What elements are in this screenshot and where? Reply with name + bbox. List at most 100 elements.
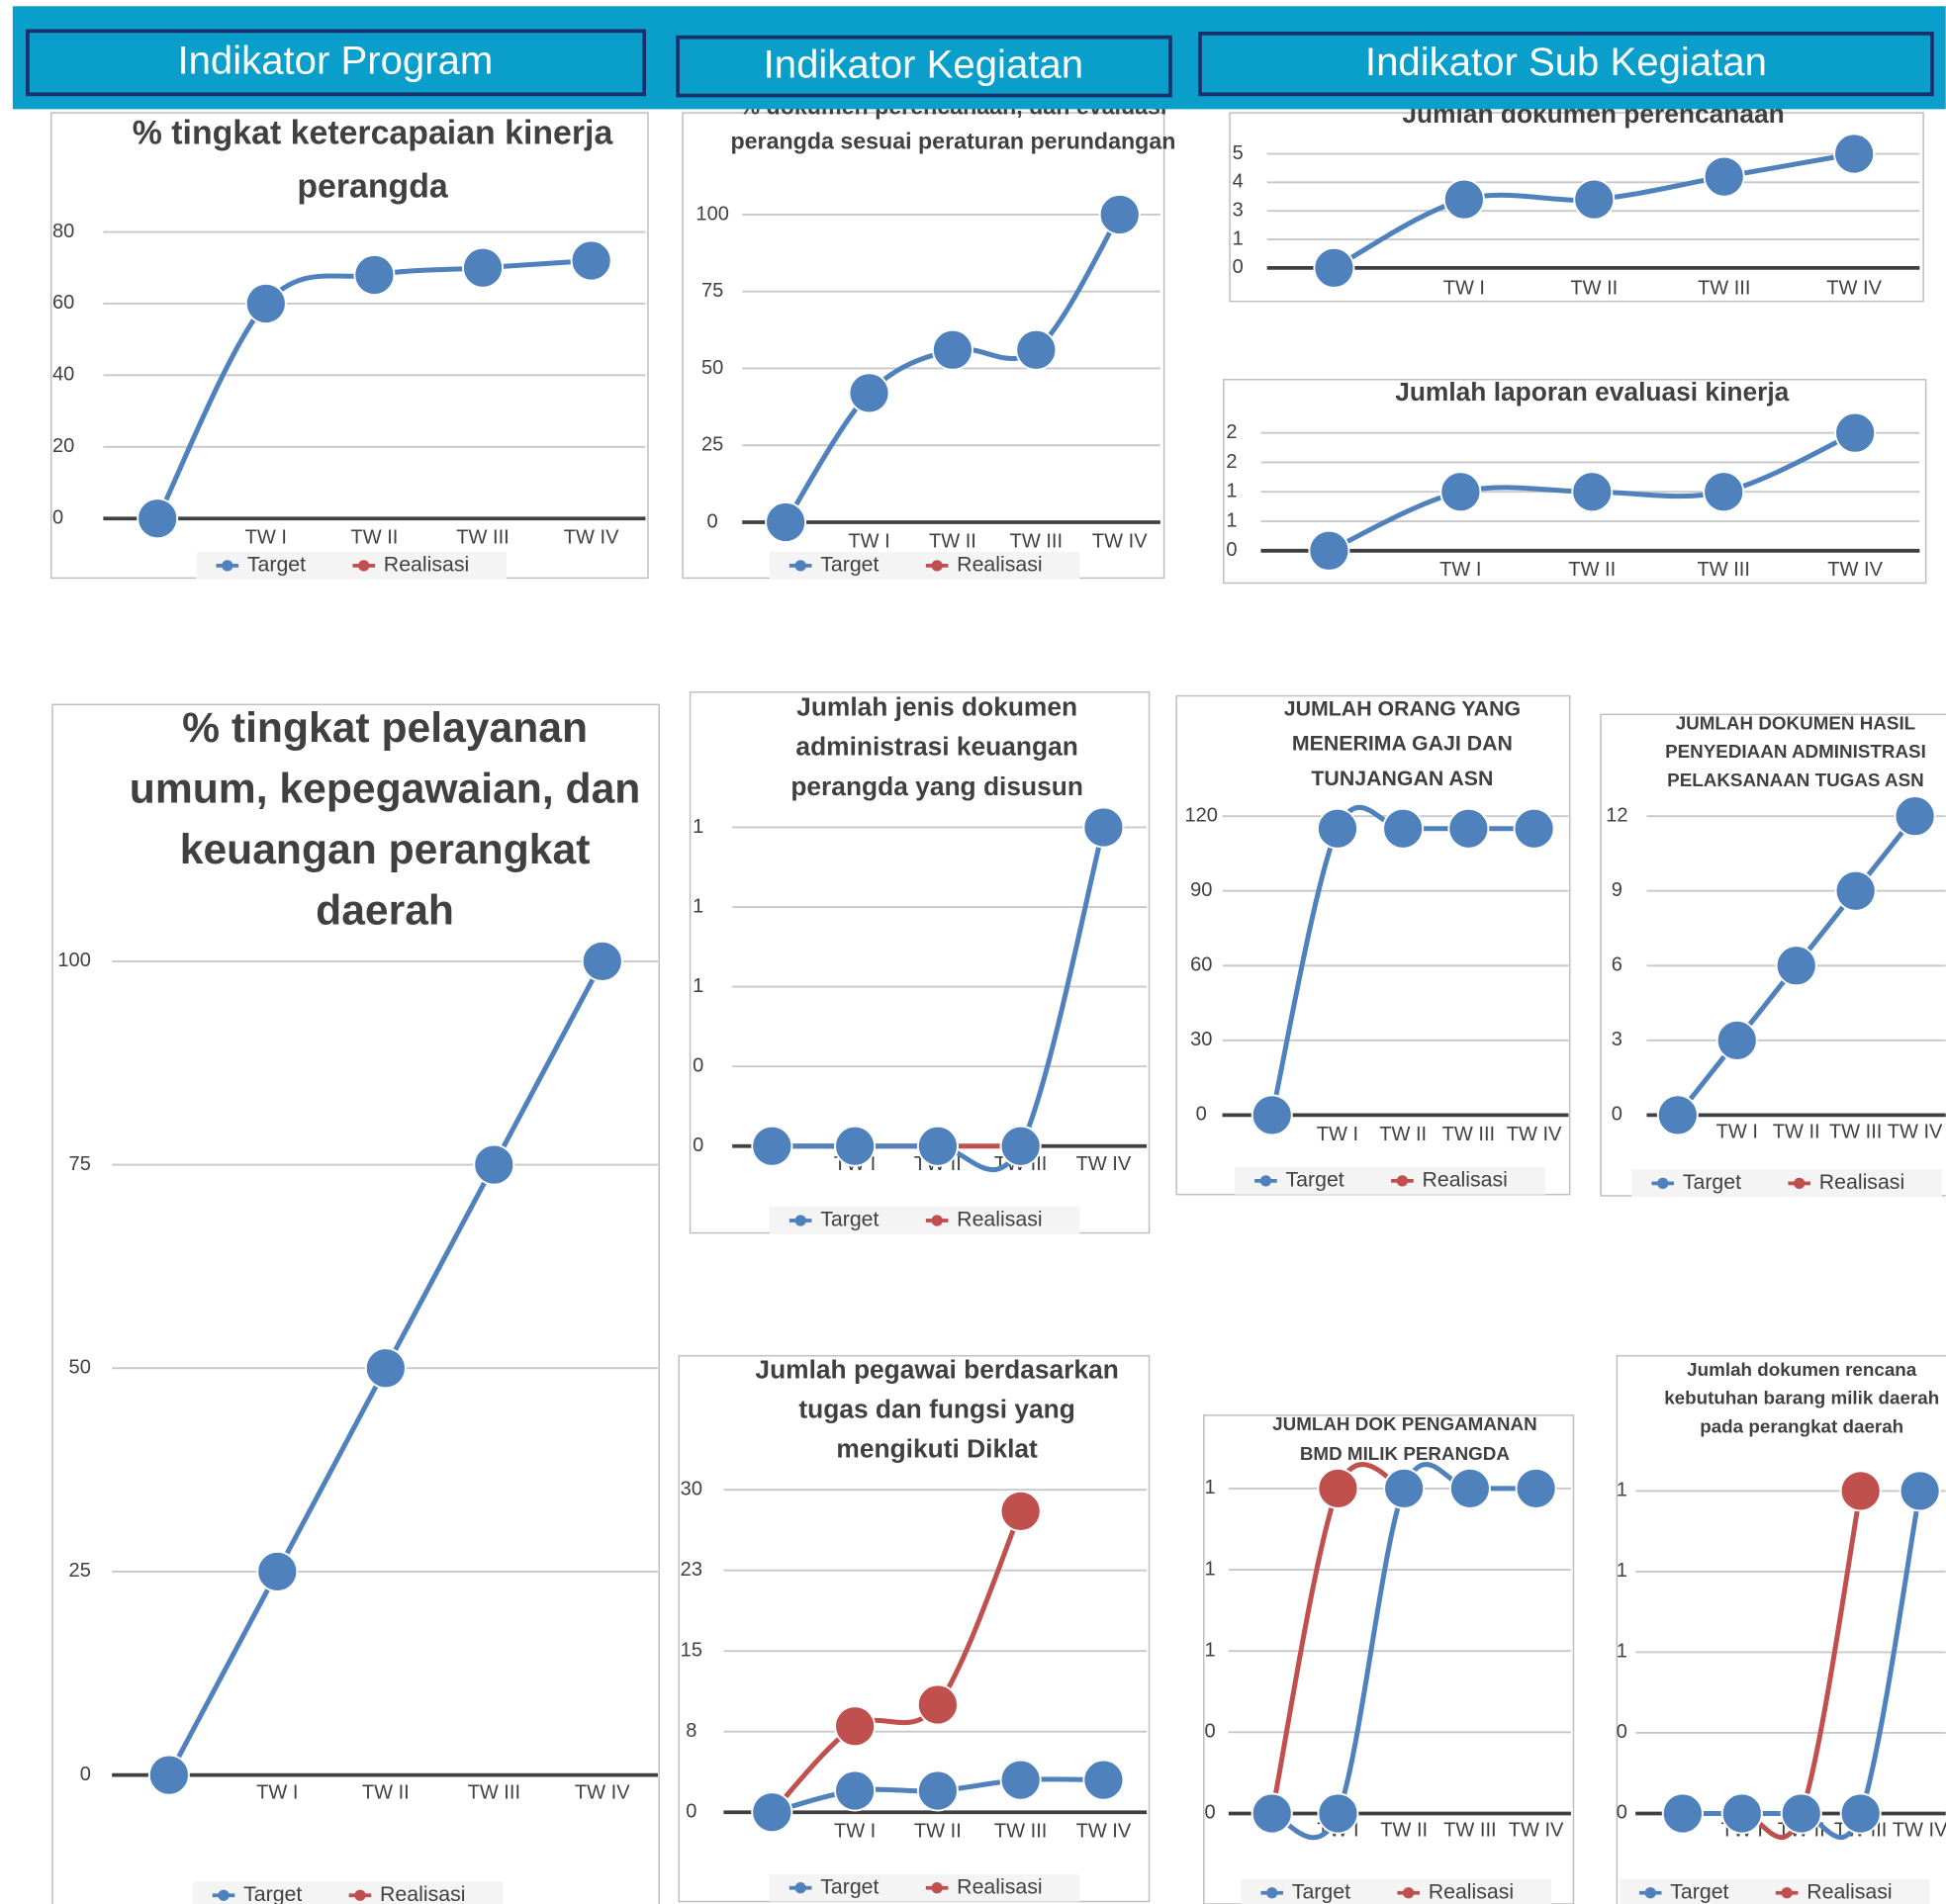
chart-title-box: Jumlah dokumen rencana kebutuhan barang … — [1664, 1359, 1939, 1437]
legend-label: Realisasi — [1422, 1168, 1507, 1192]
y-tick-label: 0 — [80, 1764, 91, 1785]
y-tick-label: 1 — [1226, 509, 1237, 531]
data-point — [1448, 1467, 1491, 1509]
data-point — [1656, 1094, 1699, 1136]
data-point — [1383, 1467, 1426, 1509]
legend-label: Target — [820, 1874, 879, 1898]
x-tick-label: TW II — [1570, 277, 1618, 299]
chart: % dokumen perencanaan, dan evaluasi pera… — [682, 93, 1175, 580]
y-tick-label: 75 — [701, 280, 723, 302]
legend-marker — [794, 1215, 806, 1226]
x-tick-label: TW I — [1443, 277, 1485, 299]
legend-label: Realisasi — [957, 1874, 1042, 1898]
data-point — [1442, 178, 1485, 221]
x-tick-label: TW II — [1773, 1121, 1820, 1142]
data-point — [581, 940, 623, 982]
legend-label: Target — [1292, 1879, 1350, 1903]
data-point — [1571, 471, 1614, 513]
data-point — [999, 1125, 1042, 1167]
y-tick-label: 0 — [686, 1800, 696, 1822]
x-tick-label: TW IV — [575, 1782, 630, 1804]
legend-label: Realisasi — [384, 552, 469, 576]
chart-title-box: % tingkat ketercapaian kinerja perangda — [132, 114, 613, 205]
data-point — [1833, 133, 1876, 175]
y-tick-label: 30 — [1190, 1029, 1212, 1050]
legend-marker — [358, 560, 370, 572]
legend-marker — [1781, 1887, 1793, 1899]
x-tick-label: TW III — [1697, 559, 1749, 581]
data-point — [848, 372, 890, 414]
legend-marker — [1644, 1887, 1656, 1899]
y-tick-label: 5 — [1233, 142, 1244, 164]
y-tick-label: 1 — [693, 895, 703, 917]
y-tick-label: 0 — [1196, 1104, 1207, 1126]
data-point — [834, 1769, 877, 1812]
legend-marker — [354, 1889, 366, 1901]
data-point — [364, 1347, 407, 1390]
data-point — [1317, 1467, 1359, 1509]
y-tick-label: 90 — [1190, 879, 1212, 901]
legend-background — [1619, 1878, 1930, 1904]
data-point — [473, 1143, 515, 1186]
y-tick-label: 1 — [693, 975, 703, 997]
y-tick-label: 0 — [1617, 1802, 1627, 1824]
legend-marker — [1259, 1175, 1272, 1187]
legend-background — [192, 1881, 504, 1904]
y-tick-label: 23 — [681, 1559, 702, 1581]
data-point — [1894, 795, 1936, 838]
x-tick-label: TW II — [362, 1782, 410, 1804]
y-tick-label: 2 — [1226, 421, 1237, 443]
x-tick-label: TW I — [1439, 559, 1481, 581]
legend-background — [769, 1207, 1080, 1234]
x-tick-label: TW IV — [1826, 277, 1882, 299]
y-tick-label: 1 — [1617, 1480, 1627, 1501]
data-point — [1439, 471, 1482, 513]
chart-title: % tingkat ketercapaian kinerja perangda — [132, 114, 613, 205]
legend-marker — [1403, 1887, 1415, 1899]
series-line — [770, 1509, 1023, 1814]
y-tick-label: 8 — [686, 1720, 696, 1742]
y-tick-label: 4 — [1233, 171, 1244, 193]
legend-background — [1631, 1169, 1942, 1198]
chart: JUMLAH ORANG YANG MENERIMA GAJI DAN TUNJ… — [1175, 694, 1571, 1196]
legend-marker — [931, 1215, 943, 1226]
data-point — [244, 282, 287, 324]
y-tick-label: 1 — [1204, 1477, 1215, 1498]
data-point — [916, 1769, 959, 1812]
x-tick-label: TW IV — [1076, 1821, 1132, 1843]
legend-marker — [931, 560, 943, 572]
data-point — [834, 1125, 877, 1167]
y-tick-label: 50 — [701, 357, 723, 379]
x-tick-label: TW III — [468, 1782, 520, 1804]
data-point — [1839, 1792, 1882, 1835]
x-tick-label: TW IV — [1888, 1121, 1943, 1142]
chart-frame — [1175, 694, 1571, 1196]
data-point — [1775, 945, 1817, 987]
y-tick-label: 0 — [1617, 1721, 1627, 1743]
y-tick-label: 100 — [57, 950, 90, 971]
data-point — [1082, 1759, 1125, 1801]
data-point — [1515, 1467, 1557, 1509]
legend-background — [769, 552, 1080, 580]
x-tick-label: TW IV — [1509, 1819, 1564, 1841]
y-tick-label: 0 — [1226, 539, 1237, 561]
x-tick-label: TW I — [245, 527, 287, 549]
chart: Jumlah pegawai berdasarkan tugas dan fun… — [678, 1354, 1151, 1903]
legend-marker — [1657, 1177, 1669, 1190]
y-tick-label: 1 — [1617, 1641, 1627, 1663]
y-tick-label: 100 — [695, 203, 728, 225]
y-tick-label: 0 — [1204, 1721, 1215, 1743]
legend-background — [196, 552, 507, 580]
legend-label: Target — [1286, 1168, 1344, 1192]
chart-title: JUMLAH ORANG YANG MENERIMA GAJI DAN TUNJ… — [1283, 696, 1522, 790]
data-point — [147, 1754, 190, 1796]
chart-title: JUMLAH DOKUMEN HASIL PENYEDIAAN ADMINIST… — [1665, 713, 1926, 792]
x-tick-label: TW III — [1442, 1124, 1495, 1145]
data-point — [1703, 471, 1745, 513]
y-tick-label: 0 — [693, 1054, 703, 1076]
data-point — [751, 1791, 793, 1834]
header-title: Indikator Sub Kegiatan — [1365, 40, 1767, 84]
data-point — [765, 500, 807, 543]
data-point — [1316, 807, 1358, 850]
data-point — [1839, 1470, 1882, 1512]
